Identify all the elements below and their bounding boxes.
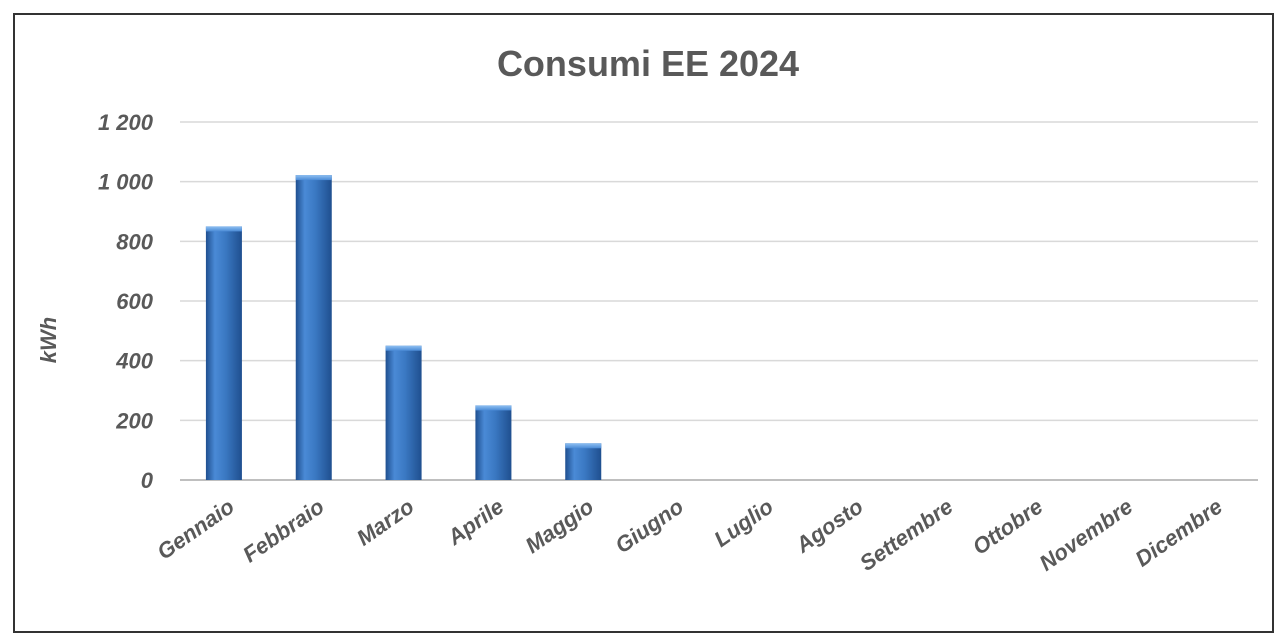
- x-tick-label: Maggio: [521, 494, 598, 559]
- bar-body: [295, 175, 332, 480]
- x-tick-label: Ottobre: [968, 494, 1047, 560]
- y-tick-label: 0: [141, 468, 154, 493]
- bar-body: [475, 405, 512, 480]
- bar: [205, 226, 242, 480]
- bar-cap: [295, 175, 332, 181]
- gridlines: [180, 121, 1258, 481]
- bar: [385, 345, 422, 480]
- y-tick-label: 800: [116, 229, 153, 254]
- bar-body: [205, 226, 242, 480]
- y-tick-label: 200: [115, 408, 153, 433]
- x-tick-label: Novembre: [1035, 494, 1137, 576]
- chart-title: Consumi EE 2024: [497, 43, 799, 84]
- y-tick-label: 1 200: [98, 110, 154, 135]
- bar-cap: [475, 405, 512, 411]
- bars: [205, 175, 602, 480]
- x-tick-label: Luglio: [709, 494, 777, 552]
- y-axis-ticks: 0 200 400 600 800 1 000 1 200: [98, 110, 154, 493]
- bar: [565, 443, 602, 480]
- y-axis-label: kWh: [36, 317, 61, 363]
- bar-body: [565, 443, 602, 480]
- x-tick-label: Giugno: [611, 494, 688, 559]
- y-tick-label: 1 000: [98, 170, 154, 195]
- x-tick-label: Marzo: [352, 494, 418, 551]
- bar: [295, 175, 332, 480]
- y-tick-label: 400: [115, 349, 153, 374]
- x-tick-label: Aprile: [442, 494, 508, 551]
- bar-cap: [205, 226, 242, 232]
- bar-cap: [385, 345, 422, 351]
- bar: [475, 405, 512, 480]
- x-tick-label: Agosto: [790, 494, 867, 559]
- x-axis-ticks: Gennaio Febbraio Marzo Aprile Maggio Giugno Lu…: [152, 494, 1227, 576]
- x-tick-label: Dicembre: [1130, 494, 1226, 572]
- bar-body: [385, 345, 422, 480]
- x-tick-label: Gennaio: [152, 494, 238, 565]
- y-tick-label: 600: [116, 289, 153, 314]
- bar-cap: [565, 443, 602, 449]
- x-tick-label: Febbraio: [238, 494, 328, 568]
- x-tick-label: Settembre: [855, 494, 957, 576]
